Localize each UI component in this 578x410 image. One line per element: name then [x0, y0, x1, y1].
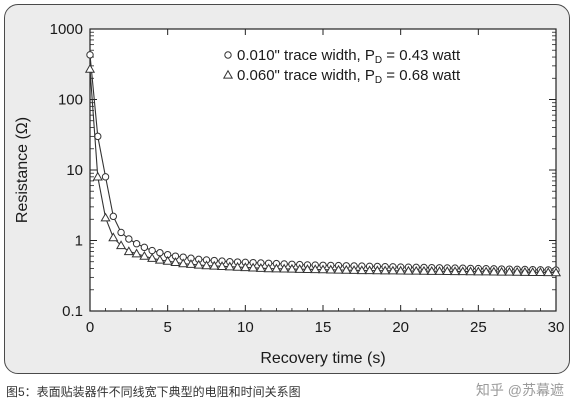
data-point-triangle [449, 266, 461, 276]
data-point-triangle [310, 264, 321, 274]
x-tick-label: 25 [470, 319, 487, 336]
data-point-triangle [519, 267, 530, 276]
data-point-triangle [185, 259, 197, 268]
data-point-circle [125, 235, 133, 243]
data-point-triangle [395, 265, 406, 275]
data-point-triangle [154, 254, 165, 264]
data-point-triangle [527, 267, 538, 276]
data-point-triangle [504, 266, 515, 276]
data-point-triangle [222, 69, 234, 79]
data-point-triangle [84, 63, 96, 73]
data-point-triangle [108, 232, 119, 242]
y-tick-label: 100 [58, 92, 83, 109]
x-tick-label: 0 [86, 319, 94, 336]
data-point-triangle [279, 263, 290, 273]
data-point-triangle [535, 267, 546, 277]
data-point-triangle [488, 266, 499, 276]
data-point-triangle [356, 265, 367, 275]
resistance-recovery-chart: 0 5 10 15 20 25 30 0.1 1 10 100 1000 Recovery time (… [14, 21, 565, 367]
y-axis-title: Resistance (Ω) [14, 117, 31, 223]
data-point-circle [132, 240, 141, 248]
x-tick-label: 20 [392, 319, 409, 336]
data-point-triangle [178, 258, 189, 268]
data-point-triangle [411, 265, 422, 275]
data-point-triangle [302, 264, 313, 273]
data-point-circle [117, 228, 125, 237]
data-point-triangle [364, 265, 375, 275]
data-point-triangle [224, 261, 235, 271]
x-tick-label: 30 [548, 319, 565, 336]
data-point-triangle [418, 265, 430, 275]
x-tick-label: 10 [237, 319, 254, 336]
data-point-triangle [426, 265, 437, 275]
x-tick-label: 5 [163, 319, 171, 336]
data-point-triangle [341, 264, 352, 274]
y-tick-label: 10 [66, 162, 83, 179]
data-point-triangle [147, 253, 158, 262]
figure-caption: 图5：表面贴装器件不同线宽下典型的电阻和时间关系图 [6, 385, 301, 399]
data-point-triangle [248, 262, 259, 272]
series-2 [84, 63, 562, 277]
data-point-triangle [473, 266, 484, 276]
y-tick-label: 1 [75, 233, 83, 250]
data-point-triangle [380, 265, 391, 275]
watermark-text: 知乎 @苏幕遮 [475, 382, 564, 398]
data-point-triangle [193, 259, 204, 269]
data-point-triangle [123, 246, 134, 256]
data-point-triangle [294, 263, 305, 273]
x-tick-label: 15 [315, 319, 332, 336]
data-point-circle [101, 173, 110, 181]
y-tick-label: 1000 [50, 21, 83, 38]
data-point-triangle [209, 260, 220, 270]
data-point-triangle [481, 266, 492, 276]
data-point-triangle [317, 264, 329, 274]
data-point-triangle [512, 266, 523, 276]
data-point-triangle [457, 266, 468, 276]
data-point-triangle [349, 265, 360, 274]
data-point-triangle [286, 263, 297, 273]
data-point-triangle [403, 265, 414, 275]
data-point-circle [224, 51, 232, 59]
legend-entry: 0.010" trace width, PD = 0.43 watt [237, 47, 461, 66]
data-point-triangle [100, 212, 111, 222]
x-axis-title: Recovery time (s) [260, 350, 385, 367]
data-point-circle [148, 246, 156, 255]
data-point-triangle [550, 267, 562, 277]
data-point-triangle [442, 266, 453, 276]
data-point-triangle [263, 263, 274, 273]
data-point-circle [109, 212, 118, 221]
data-point-triangle [325, 264, 336, 274]
data-point-triangle [116, 240, 127, 250]
data-point-triangle [271, 263, 282, 273]
y-tick-label: 0.1 [62, 303, 83, 320]
legend-entry: 0.060" trace width, PD = 0.68 watt [237, 67, 461, 86]
data-point-triangle [232, 261, 243, 271]
data-point-triangle [216, 261, 228, 270]
data-point-triangle [201, 260, 212, 270]
data-point-triangle [139, 250, 150, 260]
data-point-triangle [434, 266, 445, 275]
data-point-triangle [333, 264, 344, 274]
data-point-triangle [465, 266, 476, 276]
data-point-circle [86, 51, 94, 59]
data-point-triangle [496, 266, 507, 276]
data-point-triangle [255, 262, 266, 272]
data-point-triangle [387, 265, 398, 275]
data-point-circle [140, 243, 149, 252]
data-point-triangle [240, 262, 251, 272]
data-point-triangle [131, 248, 142, 258]
data-point-triangle [162, 255, 173, 265]
data-point-triangle [372, 265, 383, 275]
data-point-triangle [92, 171, 103, 181]
data-point-triangle [543, 267, 554, 277]
data-point-triangle [170, 257, 181, 266]
